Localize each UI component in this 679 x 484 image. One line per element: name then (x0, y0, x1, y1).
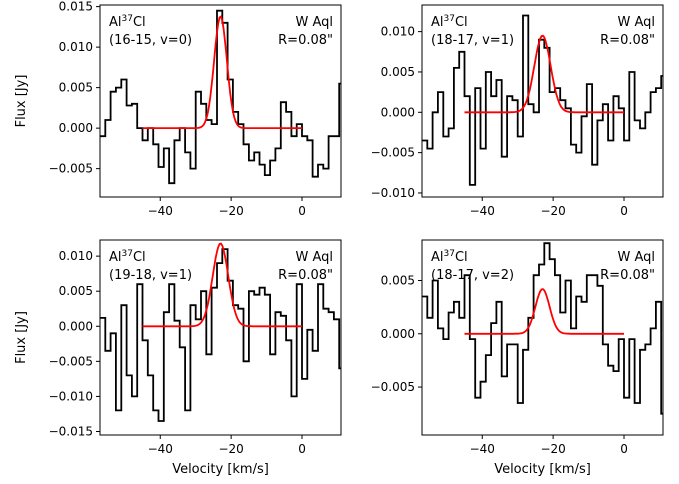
species-molecule: Cl (455, 250, 468, 265)
x-tick-label: 0 (298, 442, 306, 456)
transition-label: (18-17, v=1) (431, 33, 514, 48)
axes-frame (99, 239, 342, 436)
axes-frame (99, 4, 342, 198)
species-molecule: Cl (133, 250, 146, 265)
species-element: Al (431, 250, 444, 265)
axes-frame (421, 239, 664, 436)
radius-label: R=0.08" (278, 33, 333, 48)
x-tick-label: −20 (540, 204, 565, 218)
star-label: W Aql (617, 250, 655, 265)
y-tick-label: −0.005 (49, 162, 93, 176)
spectrum-line (422, 14, 663, 186)
y-tick-label: −0.010 (371, 186, 415, 200)
y-tick-label: 0.000 (381, 105, 415, 119)
y-tick-label: 0.000 (59, 319, 93, 333)
y-tick-label: −0.005 (49, 354, 93, 368)
radius-label: R=0.08" (278, 268, 333, 283)
x-tick-label: −40 (148, 204, 173, 218)
y-tick-label: −0.015 (49, 424, 93, 438)
panel-bottom-left: −0.015 −0.010 −0.005 0.000 0.005 0.010 −40 −20 0… (14, 239, 342, 477)
x-tick-label: −20 (218, 442, 243, 456)
panel-top-right: −0.010 −0.005 0.000 0.005 0.010 −40 −20 0 Al37Cl… (371, 4, 664, 218)
star-label: W Aql (295, 15, 333, 30)
y-tick-label: 0.000 (59, 121, 93, 135)
species-molecule: Cl (455, 15, 468, 30)
y-tick-label: 0.010 (59, 40, 93, 54)
species-isotope: 37 (444, 14, 455, 24)
x-tick-label: −20 (218, 204, 243, 218)
transition-label: (16-15, v=0) (109, 33, 192, 48)
y-tick-label: −0.005 (371, 380, 415, 394)
species-element: Al (109, 15, 122, 30)
species-isotope: 37 (444, 249, 455, 259)
species-label: Al37Cl (109, 14, 146, 30)
panel-bottom-right: −0.005 0.000 0.005 −40 −20 0 Velocity [km/s] Al… (371, 239, 664, 477)
y-tick-label: −0.010 (49, 389, 93, 403)
y-tick-label: 0.010 (381, 25, 415, 39)
y-tick-label: 0.000 (381, 327, 415, 341)
transition-label: (19-18, v=1) (109, 268, 192, 283)
species-isotope: 37 (122, 249, 133, 259)
y-tick-label: 0.005 (381, 273, 415, 287)
spectrum-line (100, 248, 341, 422)
species-element: Al (431, 15, 444, 30)
spectrum-line (422, 242, 663, 415)
species-label: Al37Cl (431, 249, 468, 265)
species-label: Al37Cl (109, 249, 146, 265)
axes-frame (421, 4, 664, 198)
star-label: W Aql (295, 250, 333, 265)
star-label: W Aql (617, 15, 655, 30)
panel-top-left: −0.005 0.000 0.005 0.010 0.015 −40 −20 0 Flux [J… (14, 0, 342, 218)
model-line (142, 242, 302, 328)
x-tick-label: 0 (298, 204, 306, 218)
y-axis-label: Flux [Jy] (14, 75, 29, 128)
transition-label: (18-17, v=2) (431, 268, 514, 283)
x-tick-label: 0 (620, 442, 628, 456)
y-tick-label: 0.005 (59, 81, 93, 95)
y-tick-label: 0.015 (59, 0, 93, 14)
x-tick-label: −20 (540, 442, 565, 456)
radius-label: R=0.08" (600, 268, 655, 283)
x-tick-label: −40 (470, 442, 495, 456)
species-element: Al (109, 250, 122, 265)
model-line (464, 34, 624, 114)
y-tick-label: −0.005 (371, 146, 415, 160)
x-axis-label: Velocity [km/s] (172, 462, 269, 477)
x-tick-label: −40 (470, 204, 495, 218)
model-line (464, 288, 624, 335)
x-tick-label: 0 (620, 204, 628, 218)
y-tick-label: 0.010 (59, 249, 93, 263)
radius-label: R=0.08" (600, 33, 655, 48)
x-axis-label: Velocity [km/s] (494, 462, 591, 477)
y-tick-label: 0.005 (59, 284, 93, 298)
x-tick-label: −40 (148, 442, 173, 456)
model-line (142, 15, 302, 129)
y-axis-label: Flux [Jy] (14, 311, 29, 364)
species-molecule: Cl (133, 15, 146, 30)
species-label: Al37Cl (431, 14, 468, 30)
y-tick-label: 0.005 (381, 65, 415, 79)
species-isotope: 37 (122, 14, 133, 24)
